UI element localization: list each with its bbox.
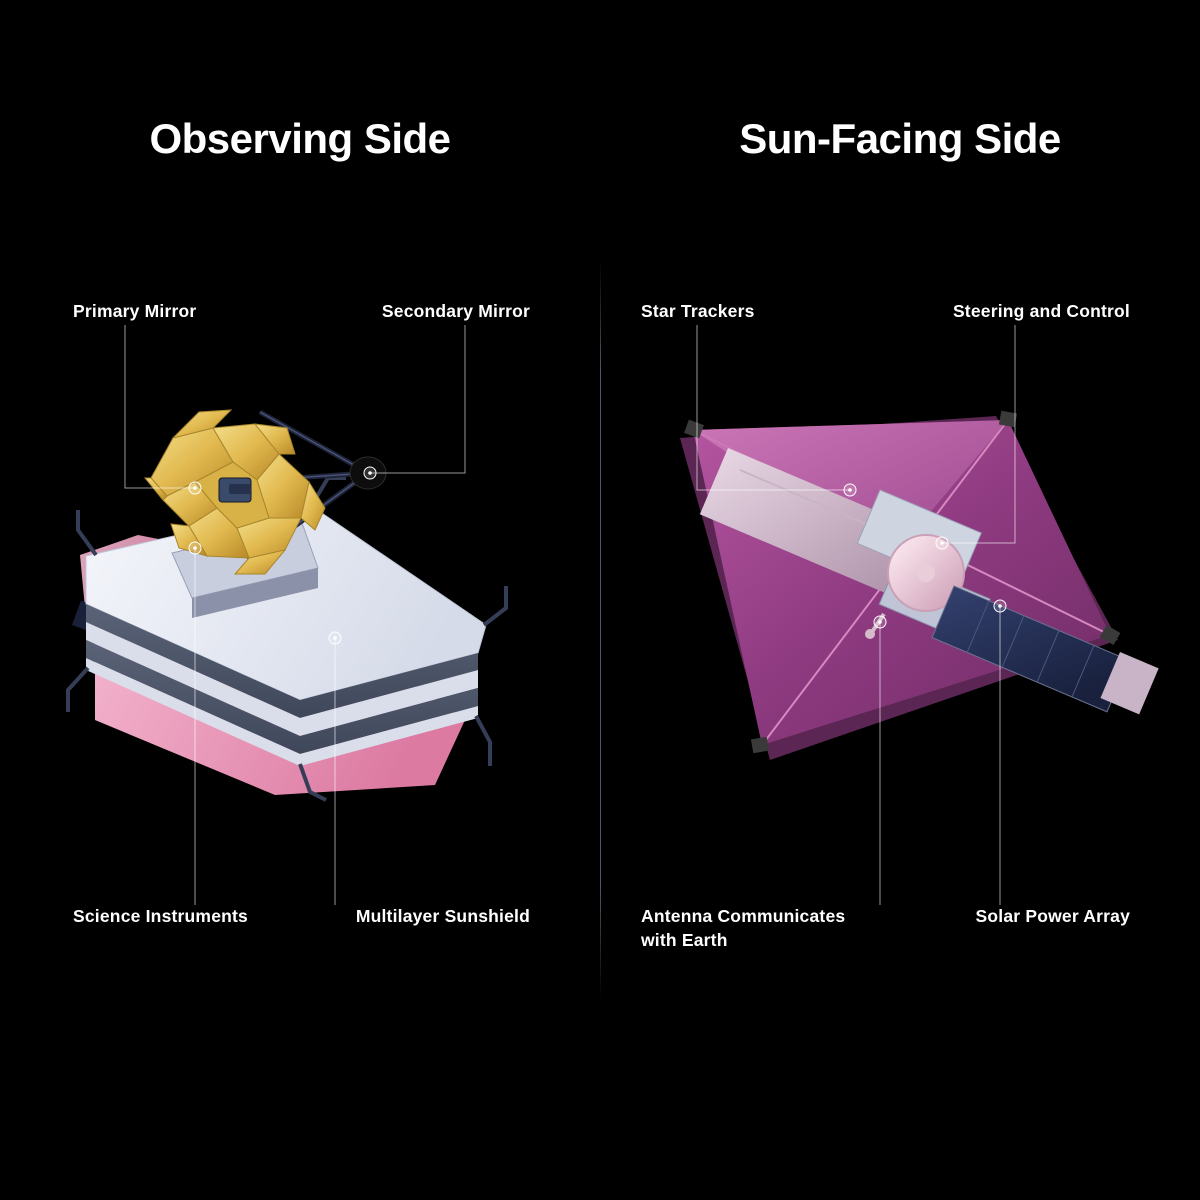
label-antenna: Antenna Communicates with Earth — [641, 905, 871, 952]
label-solar-array: Solar Power Array — [976, 905, 1130, 929]
label-secondary-mirror: Secondary Mirror — [382, 300, 530, 324]
label-primary-mirror: Primary Mirror — [73, 300, 196, 324]
label-star-trackers: Star Trackers — [641, 300, 755, 324]
label-science-instruments: Science Instruments — [73, 905, 248, 929]
callout-overlay — [0, 0, 1200, 1200]
label-steering-control: Steering and Control — [953, 300, 1130, 324]
label-multilayer-sunshield: Multilayer Sunshield — [356, 905, 530, 929]
